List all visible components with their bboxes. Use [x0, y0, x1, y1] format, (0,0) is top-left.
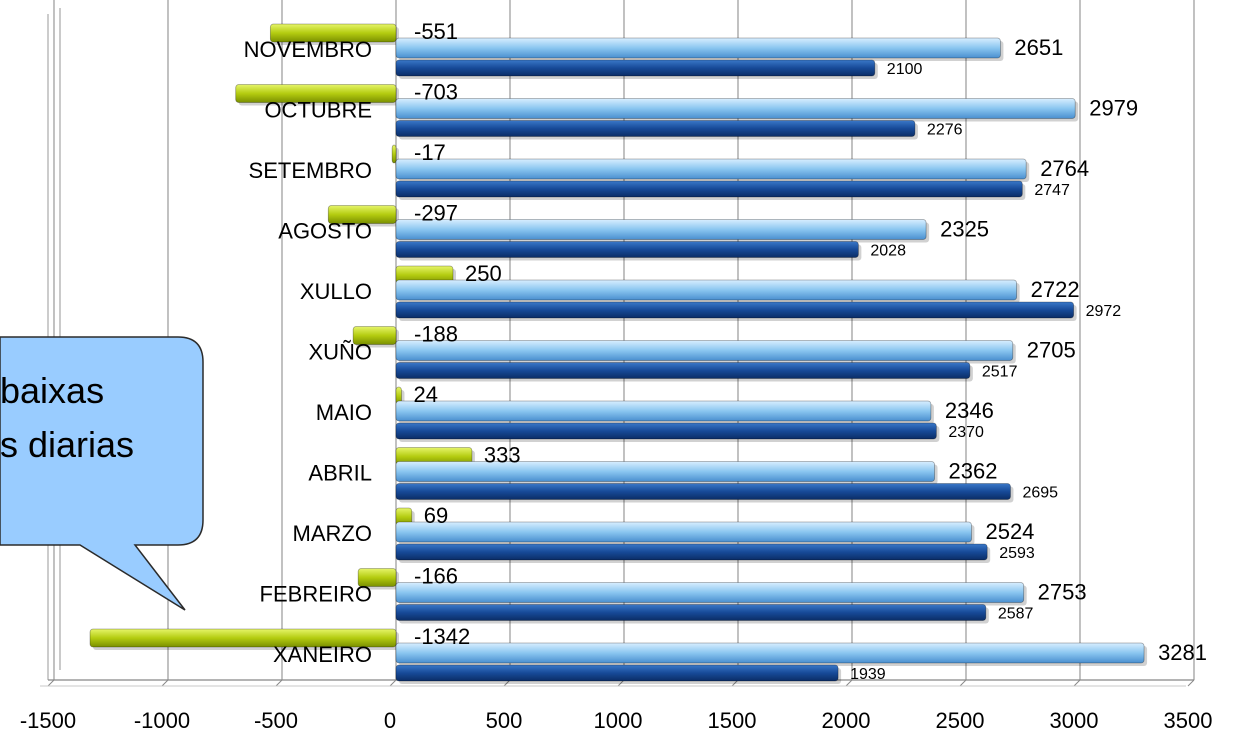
category-label: SETEMBRO — [249, 158, 372, 183]
data-label-difference: -17 — [414, 140, 446, 165]
data-label-light: 2362 — [949, 459, 998, 484]
tick-mark — [162, 680, 168, 686]
bar-series-light — [396, 583, 1024, 603]
bar-series-dark — [396, 302, 1074, 318]
category-label: XUÑO — [308, 340, 372, 365]
data-label-light: 3281 — [1158, 640, 1207, 665]
bar-series-dark — [396, 605, 986, 621]
data-label-dark: 2370 — [948, 424, 984, 441]
data-label-difference: 333 — [484, 443, 521, 468]
x-tick-label: -500 — [254, 708, 298, 733]
tick-mark — [1188, 680, 1194, 686]
callout-text-line2: s diarias — [0, 424, 134, 466]
tick-mark — [276, 680, 282, 686]
bar-series-dark — [396, 423, 936, 439]
data-label-dark: 2028 — [870, 243, 906, 260]
x-tick-label: 0 — [384, 708, 396, 733]
x-tick-label: 1000 — [594, 708, 643, 733]
category-label: AGOSTO — [278, 219, 372, 244]
data-label-light: 2651 — [1014, 35, 1063, 60]
category-label: NOVEMBRO — [244, 37, 372, 62]
callout-bubble — [0, 0, 260, 620]
bar-series-light — [396, 522, 971, 542]
x-tick-label: -1000 — [134, 708, 190, 733]
category-label: XULLO — [300, 279, 372, 304]
data-label-dark: 2747 — [1034, 182, 1070, 199]
tick-mark — [960, 680, 966, 686]
data-label-dark: 2517 — [982, 364, 1018, 381]
bar-series-dark — [396, 484, 1010, 500]
data-label-light: 2524 — [985, 519, 1034, 544]
bar-series-light — [396, 341, 1013, 361]
bar-series-light — [396, 220, 926, 240]
data-label-dark: 2276 — [927, 122, 963, 139]
bar-difference — [392, 145, 396, 163]
data-label-light: 2325 — [940, 217, 989, 242]
data-label-light: 2979 — [1089, 96, 1138, 121]
data-label-dark: 1939 — [850, 666, 886, 683]
category-label: ABRIL — [308, 461, 372, 486]
data-label-dark: 2587 — [998, 606, 1034, 623]
category-label: MARZO — [293, 521, 372, 546]
data-label-light: 2346 — [945, 398, 994, 423]
data-label-light: 2764 — [1040, 156, 1089, 181]
data-label-dark: 2593 — [999, 545, 1035, 562]
x-tick-label: 3500 — [1164, 708, 1213, 733]
bar-series-light — [396, 99, 1075, 119]
bar-series-dark — [396, 242, 858, 258]
data-label-light: 2753 — [1038, 580, 1087, 605]
bar-series-dark — [396, 363, 970, 379]
bar-series-dark — [396, 665, 838, 681]
category-label: FEBREIRO — [260, 582, 372, 607]
category-label: MAIO — [316, 400, 372, 425]
tick-mark — [390, 680, 396, 686]
data-label-light: 2722 — [1031, 277, 1080, 302]
data-label-difference: -166 — [414, 564, 458, 589]
data-label-light: 2705 — [1027, 338, 1076, 363]
data-label-difference: -1342 — [414, 624, 470, 649]
data-label-difference: 69 — [424, 503, 448, 528]
bar-series-light — [396, 38, 1000, 58]
bar-series-light — [396, 159, 1026, 179]
bar-series-dark — [396, 181, 1022, 197]
x-tick-label: 1500 — [708, 708, 757, 733]
data-label-difference: -188 — [414, 322, 458, 347]
data-label-dark: 2695 — [1022, 485, 1058, 502]
data-label-difference: -297 — [414, 201, 458, 226]
x-tick-label: 3000 — [1050, 708, 1099, 733]
x-tick-label: 2500 — [936, 708, 985, 733]
data-label-difference: 24 — [413, 382, 437, 407]
category-label: OCTUBRE — [264, 98, 372, 123]
x-tick-label: 2000 — [822, 708, 871, 733]
tick-mark — [48, 680, 54, 686]
bar-series-dark — [396, 121, 915, 137]
data-label-dark: 2972 — [1086, 303, 1122, 320]
data-label-dark: 2100 — [887, 61, 923, 78]
tick-mark — [1074, 680, 1080, 686]
bar-series-light — [396, 643, 1144, 663]
data-label-difference: -551 — [414, 19, 458, 44]
x-tick-label: 500 — [486, 708, 523, 733]
bar-series-dark — [396, 544, 987, 560]
category-label: XANEIRO — [273, 642, 372, 667]
bar-series-light — [396, 462, 935, 482]
x-tick-label: -1500 — [20, 708, 76, 733]
data-label-difference: -703 — [414, 80, 458, 105]
bar-series-light — [396, 401, 931, 421]
data-label-difference: 250 — [465, 261, 502, 286]
callout-text-line1: baixas — [0, 370, 104, 412]
bar-series-dark — [396, 60, 875, 76]
